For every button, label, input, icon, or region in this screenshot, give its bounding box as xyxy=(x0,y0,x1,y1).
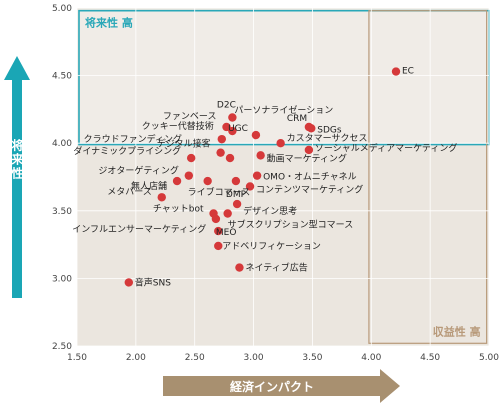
point-label: ネイティブ広告 xyxy=(245,262,307,274)
data-point xyxy=(228,113,237,122)
data-point xyxy=(391,67,401,76)
point-label: MEO xyxy=(216,228,237,238)
point-label: カスタマーサクセス xyxy=(287,133,368,144)
point-label: DMP xyxy=(226,190,247,200)
zone-label-1: 将来性 高 xyxy=(85,16,133,30)
point-label: 無人店舗 xyxy=(131,180,167,192)
point-label: メタバース xyxy=(107,186,152,197)
point-label: コンテンツマーケティング xyxy=(256,183,363,195)
data-point xyxy=(214,241,223,251)
point-label: アドベリフィケーション xyxy=(222,241,321,252)
point-label: ダイナミックプライシング xyxy=(73,145,181,157)
data-point xyxy=(186,153,196,163)
point-label: EC xyxy=(402,67,414,77)
x-tick-label: 1.50 xyxy=(67,353,87,363)
point-label: UGC xyxy=(228,124,248,134)
data-point xyxy=(124,278,133,287)
point-label: 動画マーケティング xyxy=(267,152,347,164)
x-tick-label: 3.50 xyxy=(302,353,322,363)
data-point xyxy=(232,199,242,209)
plot-background xyxy=(77,8,489,346)
data-point xyxy=(245,182,255,191)
point-label: ライブコマース xyxy=(188,186,251,198)
data-point xyxy=(235,263,244,272)
data-points xyxy=(124,67,401,287)
point-label: ソーシャルメディアマーケティング xyxy=(315,142,457,154)
data-point xyxy=(211,214,221,224)
zone-2 xyxy=(368,10,488,344)
data-point xyxy=(228,126,237,136)
x-tick-label: 2.00 xyxy=(126,353,146,363)
point-label: サブスクリプション型コマース xyxy=(228,219,354,231)
data-point xyxy=(223,209,232,218)
data-point xyxy=(304,145,314,155)
point-label: インフルエンサーマーケティング xyxy=(72,223,206,235)
y-tick-label: 3.00 xyxy=(52,274,72,284)
point-label: ジオターゲティング xyxy=(98,165,178,177)
zones-layer xyxy=(77,8,490,346)
data-point xyxy=(172,176,182,186)
point-label: D2C xyxy=(217,101,236,111)
point-label: OMO・オムニチャネル xyxy=(263,172,357,183)
y-tick-label: 4.00 xyxy=(52,139,72,149)
data-point xyxy=(251,130,261,140)
x-tick-label: 4.50 xyxy=(420,353,440,363)
y-tick-label: 2.50 xyxy=(52,342,72,352)
data-point xyxy=(214,226,223,236)
axis-ticks: 1.50 2.00 2.50 3.00 3.50 4.00 4.50 5.00 2.50 3.00… xyxy=(52,4,499,363)
x-tick-label: 3.00 xyxy=(244,353,264,363)
point-label: チャットbot xyxy=(153,204,204,215)
data-point xyxy=(231,176,241,186)
data-point xyxy=(225,153,235,163)
x-tick-label: 5.00 xyxy=(479,353,499,363)
data-point xyxy=(276,139,285,148)
y-tick-label: 4.50 xyxy=(52,72,72,82)
x-tick-label: 2.50 xyxy=(185,353,205,363)
y-axis-title: 将来性 xyxy=(10,138,24,181)
data-point xyxy=(252,171,262,180)
data-point xyxy=(217,134,226,144)
point-label: CRM xyxy=(287,114,307,124)
data-point xyxy=(157,193,166,202)
x-axis-arrow: 経済インパクト xyxy=(163,369,400,403)
point-label: デジタル接客 xyxy=(157,138,211,150)
x-tick-label: 4.00 xyxy=(361,353,381,363)
zone-label-2: 収益性 高 xyxy=(433,324,481,338)
point-label: クッキー代替技術 xyxy=(142,120,214,132)
y-axis-arrow: 将来性 xyxy=(4,56,30,298)
point-label: SDGs xyxy=(317,125,342,135)
point-label: デザイン思考 xyxy=(243,205,297,217)
point-label: クラウドファンディング xyxy=(84,133,182,145)
point-label: ファンベース xyxy=(163,112,217,122)
point-label: パーソナライゼーション xyxy=(234,104,333,116)
data-point xyxy=(184,171,194,180)
x-axis-title: 経済インパクト xyxy=(230,379,314,394)
data-point xyxy=(216,148,225,157)
gridlines xyxy=(76,7,490,347)
data-point xyxy=(203,176,212,186)
y-tick-label: 3.50 xyxy=(52,207,72,217)
point-label: 音声SNS xyxy=(135,276,171,288)
zone-1 xyxy=(78,9,490,146)
data-point xyxy=(256,151,265,160)
y-tick-label: 5.00 xyxy=(52,4,72,14)
data-point xyxy=(307,124,316,133)
data-point xyxy=(222,122,231,132)
